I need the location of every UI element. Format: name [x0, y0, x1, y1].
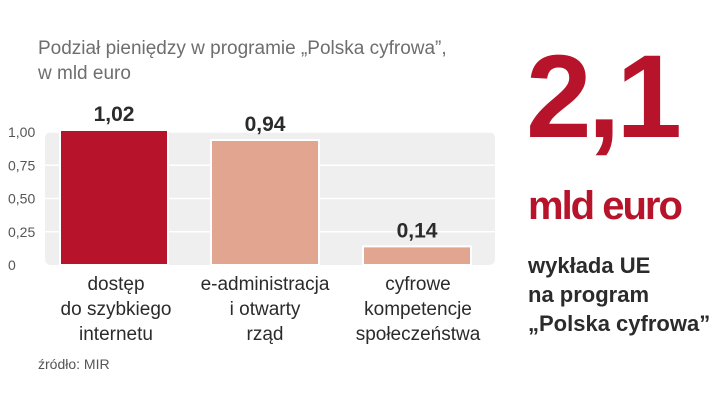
chart-title-line-2: w mld euro [38, 63, 131, 84]
source-note: źródło: MIR [38, 356, 110, 372]
category-label: e-administracja [201, 274, 330, 295]
bar-value-label: 0,14 [397, 219, 438, 242]
bar-value-label: 1,02 [94, 103, 135, 126]
highlight-description-line-1: wykłada UE [528, 253, 651, 278]
category-label: kompetencje [364, 299, 472, 320]
y-tick-label: 0,25 [8, 224, 35, 240]
category-label: cyfrowe [385, 274, 450, 295]
category-label: dostęp [87, 274, 144, 295]
category-label: do szybkiego [61, 299, 172, 320]
bar-value-label: 0,94 [245, 113, 286, 136]
highlight-unit: mld euro [528, 184, 683, 228]
bar [362, 245, 472, 267]
y-tick-label: 0,50 [8, 191, 35, 207]
category-label: rząd [247, 324, 284, 345]
category-label: internetu [79, 324, 153, 345]
category-label: społeczeństwa [356, 324, 481, 345]
highlight-number: 2,1 [526, 31, 682, 163]
y-tick-label: 0,75 [8, 157, 35, 173]
highlight-description-line-2: na program [528, 282, 650, 307]
highlight-description-line-3: „Polska cyfrowa” [528, 311, 711, 336]
bar [59, 129, 169, 266]
y-tick-label: 1,00 [8, 124, 35, 140]
y-tick-label: 0 [8, 257, 16, 273]
category-label: i otwarty [230, 299, 301, 320]
bar [210, 138, 320, 266]
chart-title-line-1: Podział pieniędzy w programie „Polska cy… [38, 38, 447, 59]
